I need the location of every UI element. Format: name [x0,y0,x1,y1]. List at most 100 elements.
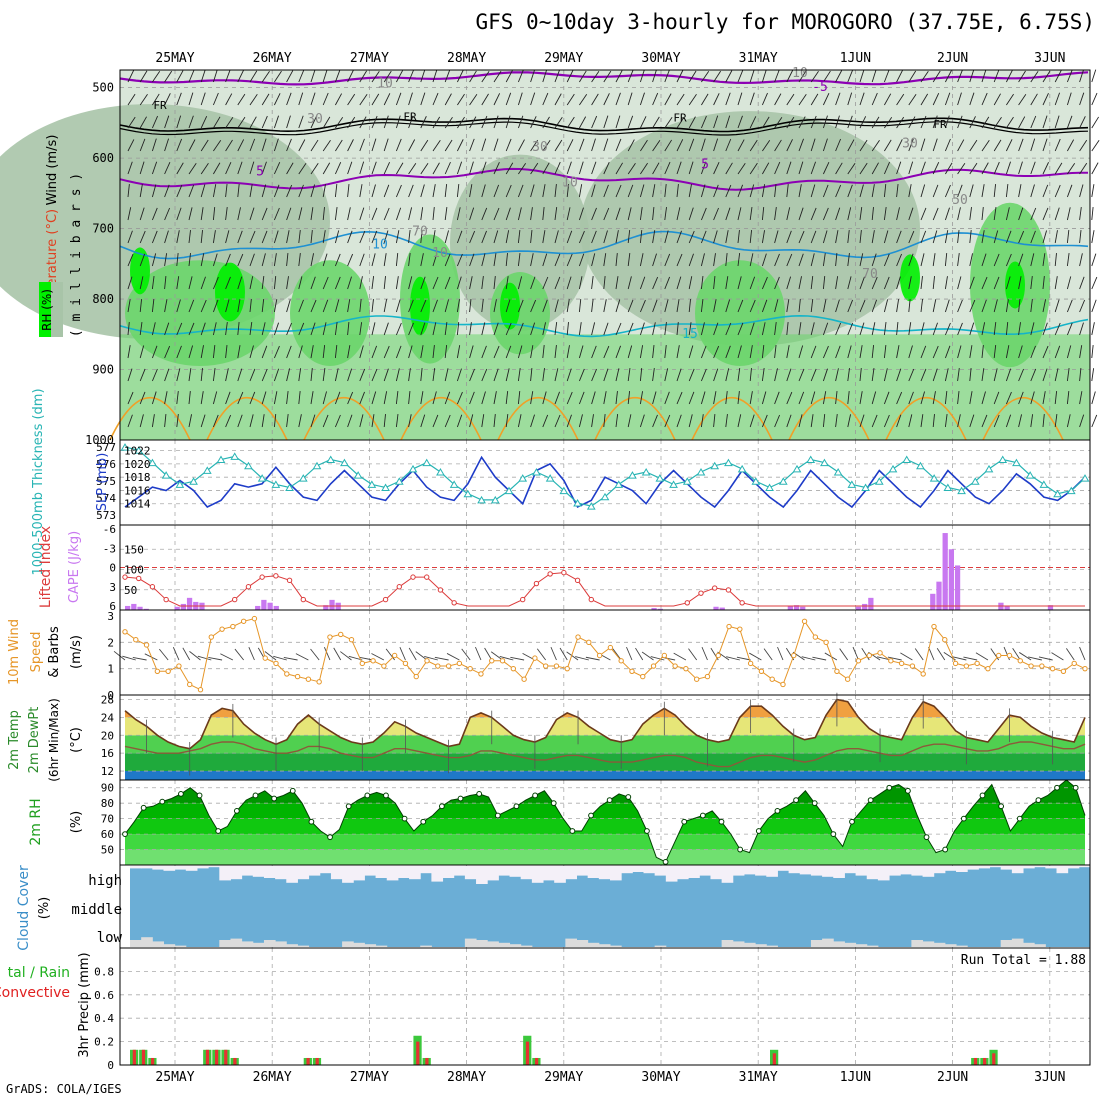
rh-band [125,818,1085,835]
wind-barb [432,322,437,336]
high-cloud-bar [877,866,890,881]
wind-barb [542,184,546,198]
wind-barb [1079,276,1085,290]
wind-barb [871,116,880,129]
wind-barb [774,161,781,175]
high-cloud-bar [353,866,365,881]
wind-barb [969,368,972,382]
wind-barb [213,162,221,175]
precip-conv-bar [973,1057,978,1065]
wind-barb [871,230,875,244]
wind-barb [286,368,291,382]
wind-barb [1018,322,1021,336]
lifted-marker [273,573,279,579]
cape-bar [186,597,193,610]
wind-barb [461,648,471,661]
wind-barb [566,414,572,428]
wind-barb [798,207,804,221]
wind-barb [883,368,888,382]
wind-barb [896,391,903,405]
upper-air-ylabel: Wind (m/s) [45,135,60,206]
wind-barb [554,161,561,175]
wind-barb [944,207,950,221]
high-cloud-bar [297,866,310,880]
wind-barb [957,230,960,244]
wind-barb [1054,138,1061,152]
wind-barb [749,162,758,175]
wind-barb [957,414,961,428]
wind-barb [1054,207,1060,221]
wind-barb [481,391,486,405]
wind-barb [444,276,451,290]
wind-barb [737,115,743,129]
thickness-marker [532,467,541,476]
wind-barb [944,253,948,267]
wind-barb [530,276,536,290]
wind-barb [786,391,793,405]
wind-barb [566,322,569,336]
wind-barb [395,253,399,267]
wind-barb [749,299,756,313]
wind-marker [327,634,333,640]
wind-barb [261,253,266,267]
wind-barb [493,345,500,359]
wind-barb [1030,345,1036,359]
wind-marker [122,629,128,635]
wind-barb [990,648,1000,661]
wind-barb [762,116,770,129]
slp-line [124,455,1086,509]
rh-marker [625,794,632,800]
wind-barb [164,184,170,198]
wind-barb [615,207,621,221]
wind-barb [774,117,783,129]
lifted-marker [286,577,293,584]
wind-marker [866,652,872,659]
wind-barb [261,161,267,175]
wind-barb [859,207,863,221]
wind-barb [639,299,646,313]
day-label-bottom: 2JUN [937,1070,968,1085]
wind-barb [993,207,997,221]
wind-barb [164,93,171,106]
wind-barb [444,391,451,405]
low-cloud-bar [610,945,622,947]
wind-barb [127,299,131,313]
wind-marker [165,668,171,674]
lifted-marker [451,600,457,606]
wind-barb [554,116,563,129]
rh-marker [196,792,203,799]
wind-barb [835,322,842,336]
wind-barb [481,93,489,106]
pressure-unit: ( m i l l i b a r s ) [69,173,84,337]
wind-barb [249,391,256,405]
wind-barb [566,253,573,267]
wind-ylabel: 10m Wind [7,619,22,685]
wind-barb [469,276,473,290]
wind-barb [810,93,819,106]
lifted-marker [547,571,553,577]
wind-barb [871,276,878,290]
precip-ylabel: tal / Rain [8,965,70,981]
wind-barb [725,184,732,198]
wind-barb [371,207,378,221]
wind-barb [713,93,720,106]
wind-marker [1082,665,1088,672]
wind-barb [641,651,654,661]
wind-barb [132,656,147,661]
thickness-marker [984,464,994,473]
wind-barb [1042,345,1049,359]
wind-barb [298,391,301,405]
wind-barb [408,115,414,129]
rh-marker [793,797,799,803]
wind-barb [542,368,545,382]
wind-barb [286,184,293,198]
wind-barb [676,253,683,267]
wind-barb [835,345,841,359]
thickness-marker [641,467,651,476]
wind-barb [969,116,976,129]
wind-barb [713,115,719,129]
wind-barb [579,93,588,106]
